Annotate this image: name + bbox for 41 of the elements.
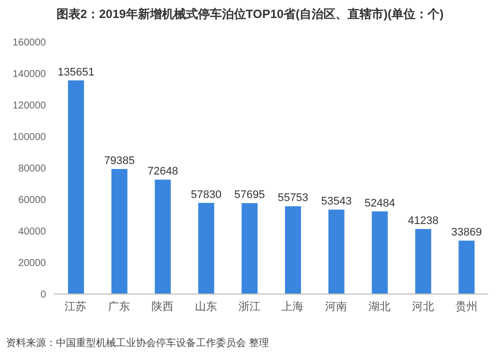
- bar: [372, 211, 388, 294]
- bar: [242, 203, 258, 294]
- data-label: 33869: [451, 226, 482, 239]
- y-tick-label: 120000: [12, 100, 46, 112]
- y-tick-label: 60000: [18, 195, 46, 206]
- data-label: 55753: [278, 192, 308, 204]
- y-tick-label: 100000: [12, 132, 46, 144]
- data-label: 53543: [321, 196, 352, 208]
- text: 资料来源：中国重型机械工业协会停车设备工作委员会 整理: [6, 336, 269, 350]
- data-label: 57830: [190, 188, 222, 201]
- x-tick-label: 河北: [412, 300, 434, 313]
- x-tick-label: 山东: [194, 300, 217, 313]
- data-label: 79385: [104, 154, 135, 167]
- y-tick-label: 20000: [18, 258, 46, 270]
- data-label: 41238: [408, 215, 438, 228]
- x-tick-label: 上海: [282, 300, 304, 313]
- y-tick-label: 140000: [12, 69, 46, 80]
- y-tick-label: 40000: [18, 226, 46, 238]
- x-tick-label: 贵州: [455, 300, 478, 313]
- bar: [415, 229, 432, 294]
- bar: [458, 240, 475, 294]
- bar: [154, 180, 171, 294]
- data-label: 72648: [148, 166, 178, 178]
- x-tick-label: 浙江: [238, 300, 260, 313]
- bar: [111, 168, 128, 294]
- data-label: 57695: [234, 189, 265, 202]
- y-tick-label: 0: [40, 290, 46, 301]
- data-label: 52484: [364, 197, 396, 210]
- x-tick-label: 陕西: [152, 300, 174, 313]
- bar: [198, 202, 214, 294]
- bar: [285, 206, 301, 294]
- y-tick-label: 80000: [18, 164, 46, 175]
- chart-title: 图表2：2019年新增机械式停车泊位TOP10省(自治区、直辖市)(单位：个): [55, 6, 445, 23]
- x-tick-label: 广东: [108, 300, 130, 313]
- y-tick-label: 160000: [12, 38, 46, 49]
- bar: [68, 80, 84, 294]
- x-tick-label: 江苏: [64, 300, 87, 313]
- data-label: 135651: [58, 66, 94, 78]
- bar: [328, 210, 344, 294]
- x-tick-label: 湖北: [368, 300, 390, 313]
- x-tick-label: 河南: [325, 300, 348, 313]
